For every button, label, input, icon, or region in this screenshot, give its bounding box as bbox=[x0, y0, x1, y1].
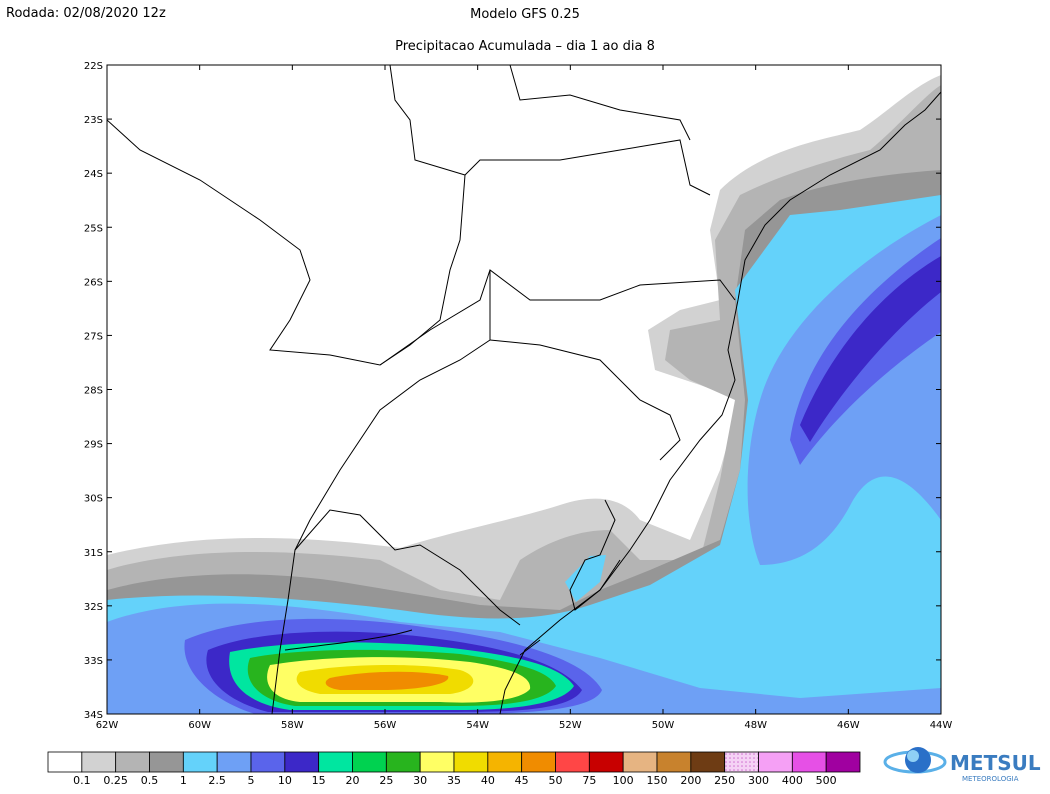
colorbar-swatch bbox=[385, 751, 421, 773]
logo-name: METSUL bbox=[950, 751, 1041, 775]
lat-label: 27S bbox=[84, 331, 103, 342]
lon-label: 56W bbox=[374, 720, 397, 731]
colorbar-label: 30 bbox=[413, 774, 427, 787]
colorbar-swatch bbox=[81, 751, 117, 773]
lon-label: 46W bbox=[837, 720, 860, 731]
lat-label: 34S bbox=[84, 710, 103, 721]
colorbar-swatch bbox=[690, 751, 726, 773]
lat-label: 29S bbox=[84, 440, 103, 451]
colorbar-label: 250 bbox=[714, 774, 735, 787]
colorbar-swatch bbox=[656, 751, 692, 773]
colorbar-label: 0.25 bbox=[103, 774, 128, 787]
lat-label: 23S bbox=[84, 115, 103, 126]
colorbar-label: 300 bbox=[748, 774, 769, 787]
colorbar-label: 45 bbox=[515, 774, 529, 787]
colorbar-swatch bbox=[555, 751, 590, 773]
run-label: Rodada: 02/08/2020 12z bbox=[6, 6, 166, 21]
colorbar-swatch bbox=[318, 751, 353, 773]
colorbar-label: 0.1 bbox=[73, 774, 91, 787]
lon-label: 58W bbox=[281, 720, 304, 731]
colorbar-swatch bbox=[352, 751, 387, 773]
lon-label: 50W bbox=[652, 720, 675, 731]
precip-field bbox=[107, 75, 941, 714]
colorbar-swatch bbox=[115, 751, 150, 773]
lon-label: 52W bbox=[559, 720, 582, 731]
colorbar-label: 15 bbox=[312, 774, 326, 787]
lat-label: 32S bbox=[84, 602, 103, 613]
colorbar-swatch bbox=[758, 751, 793, 773]
lon-label: 62W bbox=[96, 720, 119, 731]
colorbar-swatch bbox=[724, 751, 759, 773]
colorbar-swatch bbox=[791, 751, 827, 773]
logo: METSUL METEOROLOGIA bbox=[883, 747, 1041, 783]
logo-tagline: METEOROLOGIA bbox=[962, 775, 1019, 783]
colorbar-swatch bbox=[825, 751, 861, 773]
colorbar-swatch bbox=[588, 751, 624, 773]
coastline-and-borders bbox=[107, 65, 941, 714]
colorbar-label: 40 bbox=[481, 774, 495, 787]
lat-label: 31S bbox=[84, 548, 103, 559]
colorbar-label: 200 bbox=[680, 774, 701, 787]
lat-label: 22S bbox=[84, 61, 103, 72]
colorbar-swatch bbox=[149, 751, 184, 773]
colorbar-swatch bbox=[182, 751, 218, 773]
colorbar-swatch bbox=[419, 751, 455, 773]
colorbar-swatch bbox=[216, 751, 252, 773]
lat-label: 24S bbox=[84, 169, 103, 180]
lat-label: 28S bbox=[84, 386, 103, 397]
colorbar-swatch bbox=[622, 751, 658, 773]
axes: 22S23S24S25S26S27S28S29S30S31S32S33S34S6… bbox=[84, 61, 952, 731]
colorbar-label: 50 bbox=[549, 774, 563, 787]
colorbar-swatch bbox=[250, 751, 286, 773]
colorbar-label: 35 bbox=[447, 774, 461, 787]
colorbar-swatch bbox=[487, 751, 523, 773]
lat-label: 33S bbox=[84, 656, 103, 667]
model-title: Modelo GFS 0.25 bbox=[470, 7, 580, 22]
colorbar-label: 400 bbox=[782, 774, 803, 787]
colorbar-label: 1 bbox=[180, 774, 187, 787]
colorbar-label: 5 bbox=[248, 774, 255, 787]
lon-label: 44W bbox=[930, 720, 953, 731]
colorbar-label: 2.5 bbox=[208, 774, 226, 787]
colorbar-swatch bbox=[521, 751, 556, 773]
colorbar-label: 25 bbox=[379, 774, 393, 787]
colorbar-label: 150 bbox=[647, 774, 668, 787]
colorbar-swatch bbox=[453, 751, 489, 773]
colorbar-label: 100 bbox=[613, 774, 634, 787]
subtitle: Precipitacao Acumulada – dia 1 ao dia 8 bbox=[395, 39, 655, 54]
colorbar-label: 500 bbox=[816, 774, 837, 787]
colorbar: 0.1 0.25 0.5 1 2.5 5 10 15 20 25 30 35 40 45 50 75 100 15… bbox=[47, 751, 861, 787]
colorbar-label: 20 bbox=[346, 774, 360, 787]
colorbar-label: 75 bbox=[582, 774, 596, 787]
colorbar-label: 10 bbox=[278, 774, 292, 787]
lon-label: 54W bbox=[466, 720, 489, 731]
colorbar-swatch bbox=[47, 751, 83, 773]
colorbar-label: 0.5 bbox=[141, 774, 159, 787]
lon-label: 60W bbox=[188, 720, 211, 731]
lat-label: 30S bbox=[84, 494, 103, 505]
lon-label: 48W bbox=[744, 720, 767, 731]
lat-label: 25S bbox=[84, 223, 103, 234]
lat-label: 26S bbox=[84, 277, 103, 288]
colorbar-swatch bbox=[284, 751, 320, 773]
